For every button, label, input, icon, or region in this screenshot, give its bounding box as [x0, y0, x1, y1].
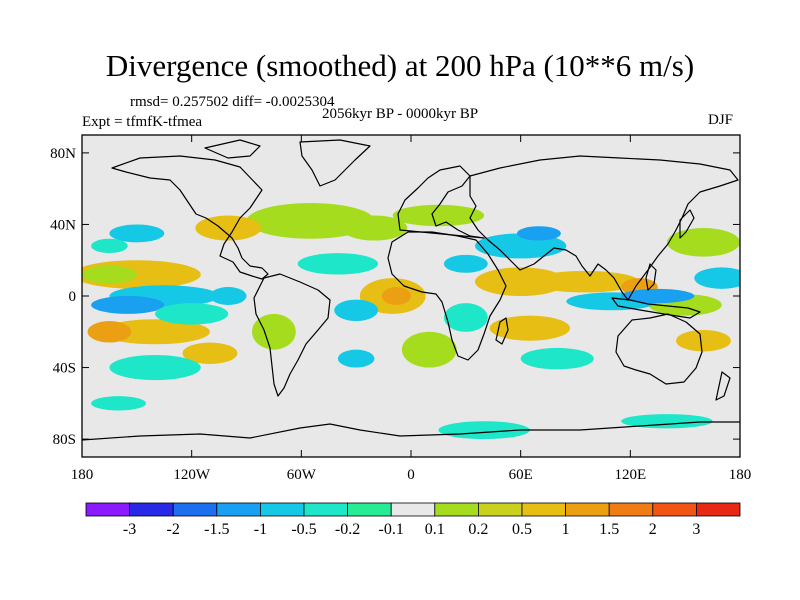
field-contour-20 [109, 224, 165, 243]
coastline-north-america [111, 155, 269, 280]
field-contour-18 [401, 331, 457, 368]
field-contour-10 [381, 287, 411, 305]
colorbar-swatch [172, 502, 218, 517]
lat-tick-label: 40N [50, 217, 76, 233]
field-contour-14 [489, 315, 571, 341]
colorbar-label: 0.2 [468, 521, 488, 538]
lat-tick-label: 0 [69, 289, 77, 305]
colorbar-label: 1 [562, 521, 570, 538]
colorbar-label: -1 [254, 521, 267, 538]
lat-tick-label: 80S [53, 432, 76, 448]
colorbar-label: -0.2 [335, 521, 360, 538]
colorbar-swatch [477, 502, 523, 517]
field-contour-39 [621, 414, 713, 429]
field-contour-35 [443, 303, 488, 332]
colorbar-swatch [303, 502, 348, 517]
colorbar-swatch [216, 502, 261, 517]
colorbar-label: 0.1 [425, 521, 445, 538]
colorbar-swatch [129, 502, 174, 517]
field-contour-8 [182, 342, 238, 364]
lat-tick-label: 40S [53, 361, 76, 377]
lon-tick-label: 120W [173, 467, 211, 483]
coastline-antarctica [82, 421, 740, 441]
experiment-line: Expt = tfmfK-tfmea [82, 114, 203, 130]
field-contour-33 [621, 288, 695, 304]
plot-title: Divergence (smoothed) at 200 hPa (10**6 … [105, 48, 695, 83]
colorbar-swatch [347, 502, 392, 517]
colorbar-swatch [434, 502, 479, 517]
axis-ticks: 80N 40N 0 40S 80S 180 120W 60W 0 60E 120E 180 [50, 135, 751, 483]
colorbar-swatch [652, 502, 697, 517]
colorbar-label: -3 [123, 521, 136, 538]
field-contour-17 [251, 313, 296, 350]
field-contour-40 [91, 396, 146, 411]
field-contour-28 [334, 299, 379, 322]
field-contour-1 [341, 215, 408, 241]
lon-tick-label: 180 [729, 467, 752, 483]
coastlines [82, 139, 740, 441]
field-contour-36 [694, 267, 740, 289]
lat-tick-label: 80N [50, 146, 76, 162]
colorbar-swatch [565, 502, 610, 517]
coastline-australia [615, 313, 703, 385]
field-contour-11 [474, 267, 567, 297]
colorbar-swatch [521, 502, 566, 517]
field-contour-37 [337, 349, 375, 368]
colorbar-swatch [696, 502, 741, 517]
field-contour-27 [297, 253, 379, 275]
coastline-philippines [645, 263, 657, 291]
field-contour-31 [517, 226, 561, 241]
field-contour-7 [87, 321, 132, 343]
field-contour-2 [392, 204, 485, 227]
field-contour-25 [109, 355, 201, 381]
lon-tick-label: 120E [614, 467, 646, 483]
coastline-europe [397, 165, 485, 239]
colorbar-label: 0.5 [512, 521, 532, 538]
field-contour-34 [520, 347, 594, 370]
lon-tick-label: 60E [509, 467, 533, 483]
field-contour-21 [91, 238, 128, 254]
stats-line: rmsd= 0.257502 diff= -0.0025304 [130, 94, 335, 110]
colorbar-label: -2 [167, 521, 180, 538]
coastline-madagascar [495, 317, 509, 345]
colorbar-label: 3 [692, 521, 700, 538]
divergence-field [82, 202, 740, 440]
colorbar-label: -0.1 [379, 521, 404, 538]
coastline-asia [469, 155, 739, 301]
colorbar-swatch [85, 502, 130, 517]
lon-tick-label: 60W [287, 467, 317, 483]
colorbar-label: -0.5 [291, 521, 316, 538]
colorbar-swatch [608, 502, 654, 517]
field-contour-38 [438, 421, 530, 440]
field-contour-24 [155, 303, 229, 325]
coastline-japan [679, 209, 695, 239]
period-line: 2056kyr BP - 0000kyr BP [322, 106, 479, 122]
lon-tick-label: 0 [407, 467, 415, 483]
season-label: DJF [708, 112, 734, 128]
field-contour-16 [666, 228, 740, 257]
field-contour-5 [82, 265, 137, 284]
colorbar-label: -1.5 [204, 521, 229, 538]
field-contour-6 [100, 319, 210, 345]
colorbar-label: 2 [649, 521, 657, 538]
colorbar: -3 -2 -1.5 -1 -0.5 -0.2 -0.1 0.1 0.2 0.5 1 1.5 2 3 [85, 502, 741, 538]
coastline-arctic-islands [204, 139, 261, 159]
field-contour-19 [676, 329, 731, 352]
lon-tick-label: 180 [71, 467, 94, 483]
coastline-greenland [299, 139, 371, 187]
field-contour-23 [91, 296, 165, 314]
coastline-africa [387, 231, 507, 361]
coastline-indonesia [611, 297, 701, 319]
colorbar-swatch [259, 502, 305, 517]
coastline-new-zealand [715, 371, 731, 401]
field-contour-29 [443, 254, 488, 273]
field-contour-26 [209, 287, 247, 305]
colorbar-label: 1.5 [599, 521, 619, 538]
coastline-south-america [253, 273, 331, 397]
colorbar-swatch [390, 502, 436, 517]
